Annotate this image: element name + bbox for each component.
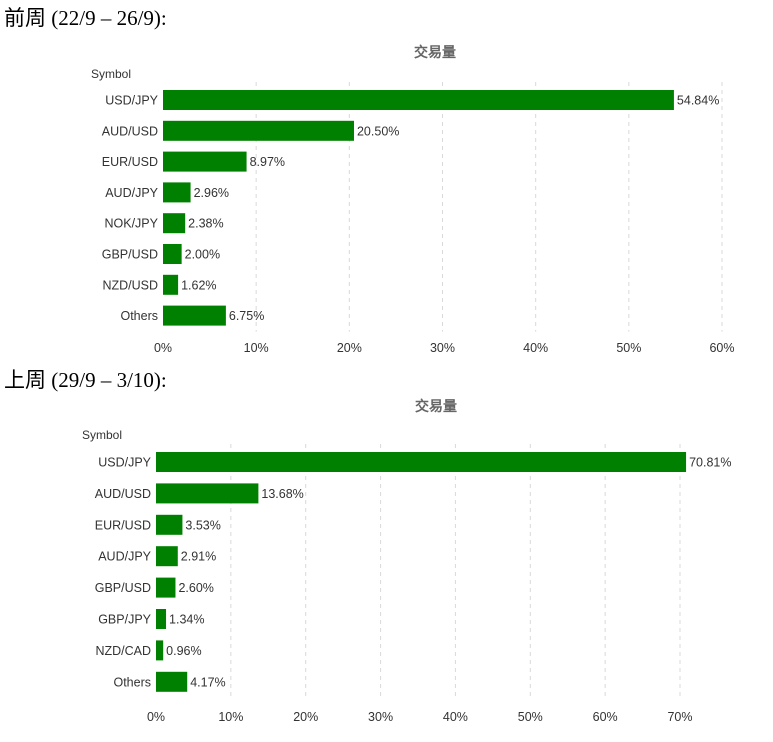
x-tick-label: 10% — [244, 341, 269, 355]
category-label: GBP/JPY — [98, 613, 151, 627]
bar-eur-usd — [156, 514, 183, 535]
data-label: 20.50% — [357, 124, 399, 138]
last-week-heading: 上周 (29/9 – 3/10): — [4, 368, 167, 392]
x-tick-label: 50% — [518, 710, 543, 724]
category-label: EUR/USD — [95, 518, 151, 532]
data-label: 1.34% — [169, 613, 204, 627]
chart-title: 交易量 — [415, 398, 457, 414]
data-label: 0.96% — [166, 644, 201, 658]
previous-week-section: 前周 (22/9 – 26/9): 交易量 Symbol USD/JPY 54.84%… — [0, 0, 773, 362]
data-label: 3.53% — [185, 518, 220, 532]
y-axis-title: Symbol — [91, 67, 131, 81]
data-label: 4.17% — [190, 675, 225, 689]
x-tick-label: 30% — [430, 341, 455, 355]
x-tick-label: 60% — [593, 710, 618, 724]
data-label: 2.60% — [178, 581, 213, 595]
bar-gbp-usd — [163, 244, 182, 264]
bar-eur-usd — [163, 151, 247, 172]
category-label: Others — [113, 675, 151, 689]
bar-nok-jpy — [163, 213, 186, 234]
data-label: 2.96% — [194, 186, 229, 200]
bar-aud-usd — [163, 120, 354, 141]
bar-gbp-usd — [156, 577, 176, 598]
category-label: AUD/JPY — [105, 186, 158, 200]
x-tick-label: 20% — [293, 710, 318, 724]
x-tick-label: 0% — [147, 710, 165, 724]
x-tick-label: 70% — [667, 710, 692, 724]
x-tick-label: 40% — [443, 710, 468, 724]
bar-usd-jpy — [156, 452, 687, 472]
category-label: EUR/USD — [102, 155, 158, 169]
category-label: AUD/USD — [95, 487, 151, 501]
last-week-section: 上周 (29/9 – 3/10): 交易量 Symbol USD/JPY 70.81%… — [0, 362, 773, 742]
x-tick-label: 10% — [218, 710, 243, 724]
data-label: 6.75% — [229, 309, 264, 323]
y-axis-title: Symbol — [82, 428, 122, 442]
category-label: NZD/CAD — [95, 644, 151, 658]
bar-aud-jpy — [156, 546, 178, 567]
previous-week-volume-chart: 交易量 Symbol USD/JPY 54.84% AUD/USD 20.50% EUR/U… — [91, 44, 735, 355]
data-label: 2.38% — [188, 217, 223, 231]
category-label: USD/JPY — [105, 94, 158, 108]
x-tick-label: 50% — [616, 341, 641, 355]
bar-gbp-jpy — [156, 609, 167, 629]
category-label: GBP/USD — [102, 248, 158, 262]
category-label: AUD/JPY — [98, 550, 151, 564]
data-label: 1.62% — [181, 278, 216, 292]
x-tick-label: 0% — [154, 341, 172, 355]
category-label: USD/JPY — [98, 456, 151, 470]
data-label: 70.81% — [689, 456, 731, 470]
category-label: NOK/JPY — [105, 217, 159, 231]
bar-aud-jpy — [163, 182, 191, 203]
x-tick-label: 20% — [337, 341, 362, 355]
bar-usd-jpy — [163, 90, 674, 110]
bar-nzd-cad — [156, 640, 164, 661]
bar-others — [156, 671, 188, 692]
category-label: AUD/USD — [102, 124, 158, 138]
x-tick-label: 40% — [523, 341, 548, 355]
data-label: 2.00% — [185, 248, 220, 262]
bar-aud-usd — [156, 483, 259, 504]
category-label: NZD/USD — [102, 278, 158, 292]
bar-others — [163, 305, 226, 326]
last-week-volume-chart: 交易量 Symbol USD/JPY 70.81% AUD/USD 13.68% EUR/U… — [82, 398, 731, 724]
data-label: 13.68% — [261, 487, 303, 501]
category-label: GBP/USD — [95, 581, 151, 595]
category-label: Others — [120, 309, 158, 323]
data-label: 8.97% — [250, 155, 285, 169]
x-tick-label: 60% — [709, 341, 734, 355]
chart-title: 交易量 — [414, 44, 456, 60]
bar-nzd-usd — [163, 274, 179, 295]
x-tick-label: 30% — [368, 710, 393, 724]
data-label: 54.84% — [677, 94, 719, 108]
data-label: 2.91% — [181, 550, 216, 564]
previous-week-heading: 前周 (22/9 – 26/9): — [4, 6, 167, 30]
